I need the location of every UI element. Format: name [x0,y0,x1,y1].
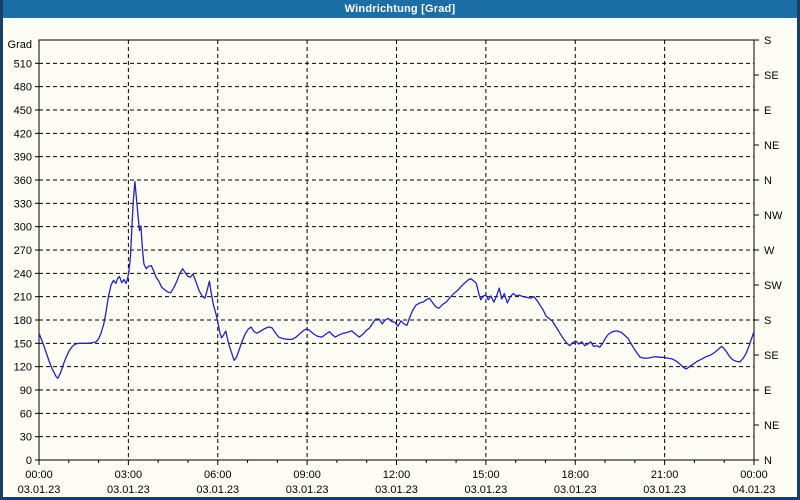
y-tick-label: 390 [14,152,32,164]
y-tick-label: 360 [14,175,32,187]
x-tick-date-label: 03.01.23 [375,484,418,496]
y-tick-label: 210 [14,292,32,304]
compass-label: SW [764,280,782,292]
compass-label: SE [764,70,779,82]
compass-label: S [764,315,771,327]
x-tick-time-label: 00:00 [25,469,53,481]
y-tick-label: 510 [14,58,32,70]
y-tick-label: 480 [14,82,32,94]
x-tick-time-label: 12:00 [383,469,411,481]
y-axis-labels-right: N NE E SE S SW W NW N NE E SE S [764,35,783,467]
compass-label: E [764,105,771,117]
data-series [38,180,755,379]
x-tick-time-label: 15:00 [472,469,500,481]
y-tick-label: 180 [14,315,32,327]
x-tick-date-label: 03.01.23 [464,484,507,496]
compass-label: N [764,175,772,187]
x-tick-date-label: 03.01.23 [554,484,597,496]
wind-direction-line [38,180,755,379]
axis-ticks [35,39,759,465]
x-tick-date-label: 03.01.23 [18,484,61,496]
x-tick-date-label: 03.01.23 [286,484,329,496]
compass-label: E [764,385,771,397]
y-tick-label: 450 [14,105,32,117]
compass-label: SE [764,350,779,362]
y-tick-label: 120 [14,362,32,374]
y-tick-label: 420 [14,128,32,140]
y-tick-label: 300 [14,222,32,234]
x-axis-labels: 00:00 03.01.23 03:00 03.01.23 06:00 03.01.23 0… [18,469,776,496]
window-title: Windrichtung [Grad] [344,3,456,15]
grid-lines [39,40,754,460]
compass-label: N [764,455,772,467]
y-tick-label: 0 [26,455,32,467]
y-tick-label: 30 [20,432,32,444]
compass-label: W [764,245,775,257]
y-axis-labels-left: 0 30 60 90 120 150 180 210 240 270 300 330 360 390 420… [8,39,32,467]
x-tick-date-label: 03.01.23 [196,484,239,496]
y-tick-label: 240 [14,268,32,280]
x-tick-time-label: 21:00 [651,469,679,481]
x-tick-time-label: 09:00 [293,469,321,481]
x-tick-date-label: 03.01.23 [107,484,150,496]
x-tick-date-label: 04.01.23 [733,484,776,496]
x-tick-time-label: 00:00 [740,469,768,481]
compass-label: NE [764,420,779,432]
title-bar: Windrichtung [Grad] [0,0,800,18]
compass-label: NW [764,210,783,222]
x-tick-date-label: 03.01.23 [643,484,686,496]
y-tick-label: 60 [20,408,32,420]
y-tick-label: 90 [20,385,32,397]
x-tick-time-label: 18:00 [561,469,589,481]
x-tick-time-label: 03:00 [115,469,143,481]
y-tick-label: 270 [14,245,32,257]
y-tick-label: 330 [14,198,32,210]
y-tick-label: 150 [14,338,32,350]
compass-label: S [764,35,771,47]
compass-label: NE [764,140,779,152]
y-axis-unit-label: Grad [8,39,32,51]
x-tick-time-label: 06:00 [204,469,232,481]
